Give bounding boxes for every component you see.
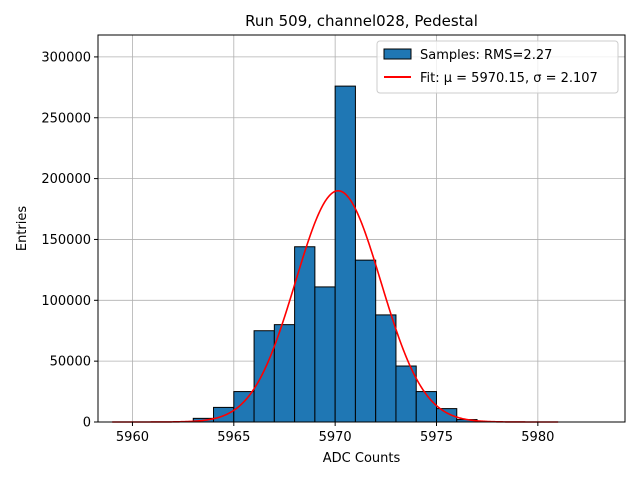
x-axis-label: ADC Counts <box>323 451 401 466</box>
histogram-bar-5966 <box>253 330 275 423</box>
x-axis-ticks: 5960 5965 5970 5975 5980 <box>116 422 554 445</box>
x-tick-label-3: 5975 <box>420 430 453 445</box>
histogram-bar-5973 <box>395 365 417 423</box>
histogram-bar-5969 <box>314 286 336 423</box>
plot-frame <box>97 34 626 423</box>
legend-label-samples: Samples: RMS=2.27 <box>420 48 552 63</box>
y-tick-label-1: 50000 <box>50 355 91 370</box>
histogram-bar-5972 <box>375 314 397 423</box>
x-tick-label-0: 5960 <box>116 430 149 445</box>
chart-title: Run 509, channel028, Pedestal <box>245 12 478 30</box>
x-tick-label-4: 5980 <box>521 430 554 445</box>
legend-label-fit: Fit: μ = 5970.15, σ = 2.107 <box>420 71 598 86</box>
y-tick-label-4: 200000 <box>41 172 91 187</box>
y-axis-ticks: 0 50000 100000 150000 200000 250000 300000 <box>41 50 98 431</box>
y-tick-label-3: 150000 <box>41 233 91 248</box>
histogram-bars <box>192 85 478 423</box>
y-tick-label-2: 100000 <box>41 294 91 309</box>
histogram-bar-5965 <box>233 391 255 423</box>
x-tick-label-2: 5970 <box>319 430 352 445</box>
y-axis-label: Entries <box>15 206 30 252</box>
x-tick-label-1: 5965 <box>217 430 250 445</box>
histogram-bar-5971 <box>354 259 377 423</box>
legend-box <box>376 40 619 94</box>
y-tick-label-0: 0 <box>83 416 91 431</box>
y-tick-label-6: 300000 <box>41 50 91 65</box>
histogram-bar-5974 <box>415 391 437 423</box>
legend-swatch-samples <box>383 48 412 60</box>
histogram-bar-5964 <box>213 406 235 423</box>
y-tick-label-5: 250000 <box>41 111 91 126</box>
legend: Samples: RMS=2.27 Fit: μ = 5970.15, σ = … <box>376 40 619 94</box>
histogram-bar-5970 <box>334 85 356 423</box>
